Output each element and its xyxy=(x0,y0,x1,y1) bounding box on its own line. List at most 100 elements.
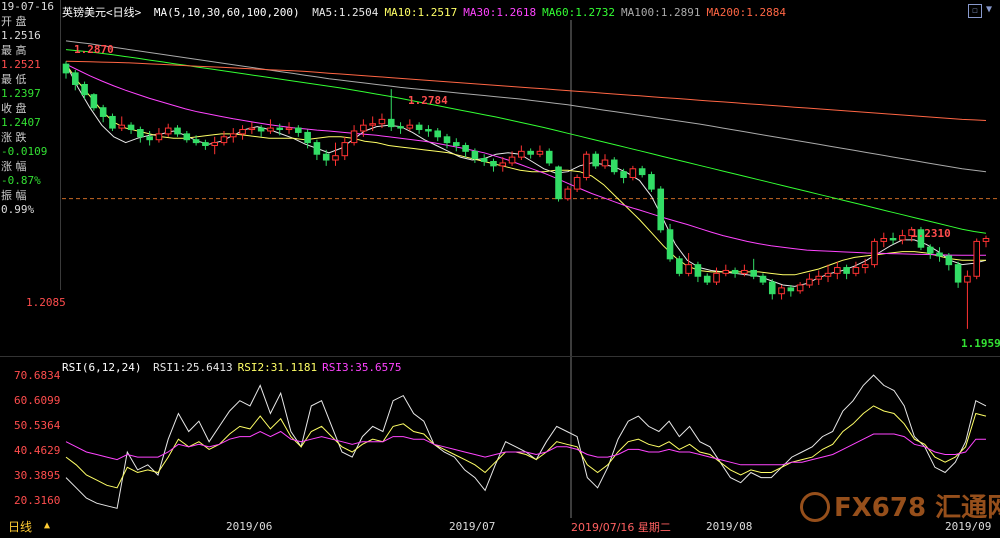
close-label: 收 盘 xyxy=(1,101,27,115)
cursor-date-label: 2019/07/16 星期二 xyxy=(571,521,671,534)
candle-body xyxy=(397,126,404,129)
pct-label: 涨 幅 xyxy=(1,159,27,173)
rsi-y-tick: 60.6099 xyxy=(14,394,61,407)
candle-body xyxy=(861,264,869,269)
candle-body xyxy=(750,269,757,277)
candle-body xyxy=(834,267,841,274)
candle-body xyxy=(518,150,525,158)
candle-body xyxy=(694,264,702,277)
candle-body xyxy=(174,127,181,135)
ma-value: MA30:1.2618 xyxy=(463,6,537,19)
candle-body xyxy=(936,252,943,257)
ma-label[interactable]: MA(5,10,30,60,100,200) xyxy=(153,6,300,19)
candle-body xyxy=(759,275,767,283)
candle-body xyxy=(592,153,599,167)
instrument-title[interactable]: 英镑美元<日线> xyxy=(62,6,142,19)
rsi-header: RSI(6,12,24) RSI1:25.6413 RSI2:31.1181 RSI… xyxy=(62,361,412,374)
panel-divider xyxy=(0,356,1000,357)
candle-body xyxy=(109,115,116,129)
candle-body xyxy=(164,127,172,135)
candle-body xyxy=(722,269,730,274)
change-value: -0.0109 xyxy=(1,145,48,158)
low-label: 最 低 xyxy=(1,72,27,86)
candle-body xyxy=(620,171,627,178)
ma-line-ma60 xyxy=(65,49,987,234)
candle-body xyxy=(425,129,432,132)
candle-body xyxy=(332,155,339,161)
candle-body xyxy=(183,133,191,141)
expand-arrow-icon[interactable]: ▼ xyxy=(986,4,993,15)
period-arrow-icon[interactable]: ▲ xyxy=(44,520,51,531)
candle-body xyxy=(703,275,711,283)
candle-body xyxy=(239,129,246,135)
candle-body xyxy=(490,160,497,167)
candle-body xyxy=(824,272,832,277)
rsi-values: RSI1:25.6413 RSI2:31.1181 RSI3:35.6575 xyxy=(153,361,406,374)
close-value: 1.2407 xyxy=(1,116,41,129)
candle-body xyxy=(731,269,739,274)
pct-value: -0.87% xyxy=(1,174,41,187)
candle-body xyxy=(313,142,321,155)
candle-body xyxy=(415,124,423,131)
ma-line-ma200 xyxy=(65,60,987,121)
candle-body xyxy=(480,158,488,162)
candle-body xyxy=(443,136,451,144)
candle-body xyxy=(99,107,107,117)
candle-body xyxy=(536,150,544,155)
candle-body xyxy=(917,229,925,248)
high-annotation: 1.2870 xyxy=(74,43,114,56)
high-annotation: 1.2310 xyxy=(911,227,951,240)
candle-body xyxy=(322,153,330,161)
candle-body xyxy=(202,142,209,147)
candle-body xyxy=(462,145,469,152)
ma-value: MA100:1.2891 xyxy=(621,6,701,19)
rsi-y-tick: 70.6834 xyxy=(14,369,61,382)
candle-body xyxy=(610,159,618,173)
candle-body xyxy=(843,267,850,274)
candle-body xyxy=(508,156,516,164)
ma-value: MA200:1.2884 xyxy=(706,6,786,19)
x-tick-label: 2019/08 xyxy=(706,520,753,533)
candle-body xyxy=(90,94,98,109)
candle-body xyxy=(564,188,572,200)
low-value: 1.2397 xyxy=(1,87,41,100)
candle-body xyxy=(973,240,980,277)
candle-body xyxy=(72,72,79,85)
candle-body xyxy=(118,124,126,129)
candle-body xyxy=(545,150,553,164)
open-value: 1.2516 xyxy=(1,29,41,42)
candle-body xyxy=(676,258,683,274)
rsi-label[interactable]: RSI(6,12,24) xyxy=(62,361,142,374)
candle-body xyxy=(192,139,200,144)
rsi-value: RSI1:25.6413 xyxy=(153,361,233,374)
candle-body xyxy=(434,130,442,138)
candle-body xyxy=(527,150,534,155)
candle-body xyxy=(127,124,135,131)
candle-body xyxy=(276,127,284,131)
candle-body xyxy=(304,131,311,144)
candle-body xyxy=(741,269,748,274)
candle-body xyxy=(155,133,163,141)
candle-body xyxy=(453,142,460,147)
candle-body xyxy=(248,127,256,131)
amp-label: 振 幅 xyxy=(1,188,27,202)
candle-body xyxy=(787,287,795,292)
candle-body xyxy=(685,264,692,274)
candle-body xyxy=(350,130,358,144)
settings-icon[interactable]: ☐ xyxy=(968,4,982,18)
candle-body xyxy=(146,136,153,141)
candle-body xyxy=(137,129,144,138)
price-panel xyxy=(62,20,998,518)
candle-body xyxy=(406,124,414,129)
ma-line-ma100 xyxy=(65,40,987,173)
period-selector[interactable]: 日线 xyxy=(8,520,33,534)
candle-body xyxy=(908,229,915,237)
candle-body xyxy=(295,127,302,133)
candle-body xyxy=(796,284,804,292)
candle-body xyxy=(926,246,934,254)
ma-line-ma30 xyxy=(65,63,986,256)
price-axis-label: 1.2085 xyxy=(26,296,66,309)
candle-body xyxy=(62,63,70,74)
rsi-line-rsi3 xyxy=(65,430,986,466)
candle-body xyxy=(267,127,274,132)
